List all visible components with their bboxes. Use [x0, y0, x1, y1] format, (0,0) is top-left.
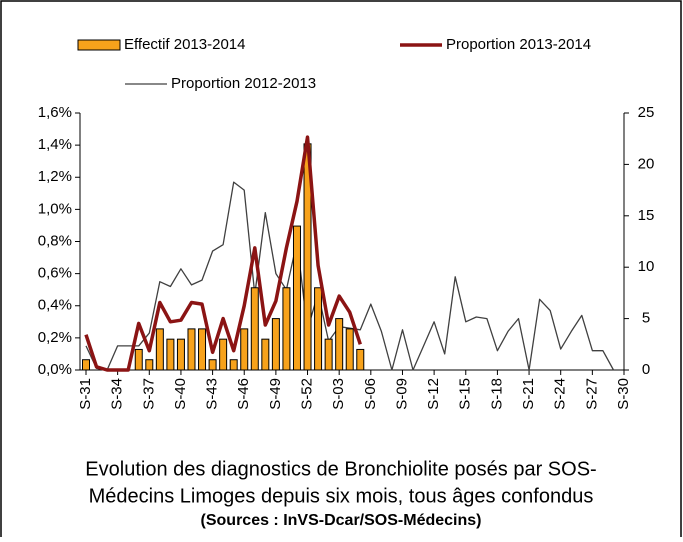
x-tick-label: S-09 [393, 378, 410, 410]
legend-swatch [77, 39, 121, 51]
bar [198, 328, 207, 371]
x-tick-label: S-12 [425, 378, 442, 410]
y2-tick-label: 15 [638, 207, 655, 224]
y-tick-label: 1,2% [38, 168, 72, 185]
bar [292, 225, 301, 371]
x-tick-label: S-27 [583, 378, 600, 410]
x-tick-label: S-24 [552, 378, 569, 410]
bar [261, 338, 270, 371]
legend-label: Effectif 2013-2014 [124, 36, 245, 53]
bar [134, 348, 143, 371]
y2-tick-label: 0 [642, 361, 650, 378]
bar [166, 338, 175, 371]
x-tick-label: S-15 [457, 378, 474, 410]
y2-tick-label: 20 [638, 155, 655, 172]
y-tick-label: 1,4% [38, 136, 72, 153]
y2-tick-label: 10 [638, 258, 655, 275]
legend-label: Proportion 2013-2014 [446, 36, 591, 53]
line [84, 135, 362, 372]
x-tick-label: S-31 [77, 378, 94, 410]
bar [250, 287, 259, 371]
y2-tick-label: 5 [642, 310, 650, 327]
bar [335, 318, 344, 371]
bar [282, 287, 291, 371]
y-tick-label: 1,6% [38, 104, 72, 121]
x-tick-label: S-46 [235, 378, 252, 410]
y-tick-label: 0,0% [38, 361, 72, 378]
caption-line: Evolution des diagnostics de Bronchiolit… [85, 458, 596, 480]
bar [145, 359, 154, 371]
x-tick-label: S-40 [172, 378, 189, 410]
x-tick-label: S-43 [204, 378, 221, 410]
bar [356, 348, 365, 371]
y2-tick-label: 25 [638, 104, 655, 121]
caption-line: Médecins Limoges depuis six mois, tous â… [89, 485, 594, 507]
bar [314, 287, 323, 371]
bar [219, 338, 228, 371]
x-tick-label: S-49 [267, 378, 284, 410]
y-tick-label: 0,4% [38, 297, 72, 314]
y-tick-label: 0,2% [38, 329, 72, 346]
x-tick-label: S-18 [488, 378, 505, 410]
x-tick-label: S-34 [109, 378, 126, 410]
bar [155, 328, 164, 371]
bar [187, 328, 196, 371]
bar [240, 328, 249, 371]
y-tick-label: 1,0% [38, 200, 72, 217]
x-tick-label: S-52 [298, 378, 315, 410]
x-tick-label: S-06 [362, 378, 379, 410]
x-tick-label: S-03 [330, 378, 347, 410]
x-tick-label: S-30 [615, 378, 632, 410]
y-tick-label: 0,8% [38, 232, 72, 249]
bar [208, 359, 217, 371]
line [85, 181, 615, 371]
bar [82, 359, 90, 371]
bar [345, 328, 354, 371]
bar [271, 318, 280, 371]
x-tick-label: S-21 [520, 378, 537, 410]
legend-label: Proportion 2012-2013 [171, 75, 316, 92]
bar [176, 338, 185, 371]
y-tick-label: 0,6% [38, 265, 72, 282]
x-tick-label: S-37 [140, 378, 157, 410]
bar [229, 359, 238, 371]
source: (Sources : InVS-Dcar/SOS-Médecins) [201, 512, 482, 529]
bar [324, 338, 333, 371]
